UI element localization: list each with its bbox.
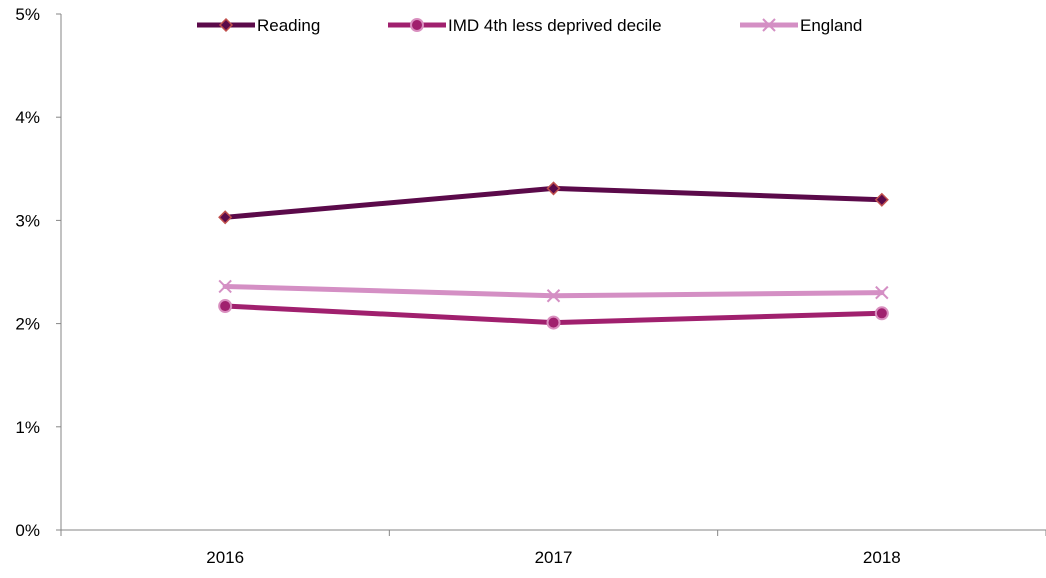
legend-item: IMD 4th less deprived decile <box>388 16 662 35</box>
data-point <box>218 299 233 314</box>
data-point <box>546 315 561 330</box>
marker-stroke <box>875 285 889 300</box>
marker-stroke <box>218 279 232 294</box>
legend-item: England <box>740 16 862 35</box>
y-tick-label: 4% <box>15 108 40 127</box>
series-imd-4th-less-deprived-decile <box>218 299 889 330</box>
legend-label: IMD 4th less deprived decile <box>448 16 662 35</box>
legend-marker <box>762 18 776 32</box>
plot-area <box>218 181 889 330</box>
series-reading <box>218 181 889 225</box>
legend-marker <box>410 18 424 32</box>
legend-marker <box>218 17 234 33</box>
legend-label: England <box>800 16 862 35</box>
y-tick-label: 0% <box>15 521 40 540</box>
marker-stroke <box>762 18 776 32</box>
data-point <box>546 181 561 196</box>
legend-label: Reading <box>257 16 320 35</box>
data-point <box>875 285 889 300</box>
x-tick-label: 2016 <box>206 548 244 567</box>
x-tick-label: 2017 <box>535 548 573 567</box>
y-tick-label: 3% <box>15 211 40 230</box>
y-tick-label: 2% <box>15 315 40 334</box>
y-tick-label: 5% <box>15 5 40 24</box>
axes: 0% 1% 2% 3% 4% 5% 2016 2017 2018 <box>15 5 1046 567</box>
data-point <box>218 279 232 294</box>
data-point <box>874 306 889 321</box>
x-tick-label: 2018 <box>863 548 901 567</box>
data-point <box>546 289 561 303</box>
y-tick-label: 1% <box>15 418 40 437</box>
legend: Reading IMD 4th less deprived decile Engla… <box>197 16 862 35</box>
data-point <box>218 210 233 225</box>
legend-item: Reading <box>197 16 320 35</box>
series-england <box>218 279 889 303</box>
data-point <box>874 192 889 207</box>
marker-stroke <box>546 289 561 303</box>
